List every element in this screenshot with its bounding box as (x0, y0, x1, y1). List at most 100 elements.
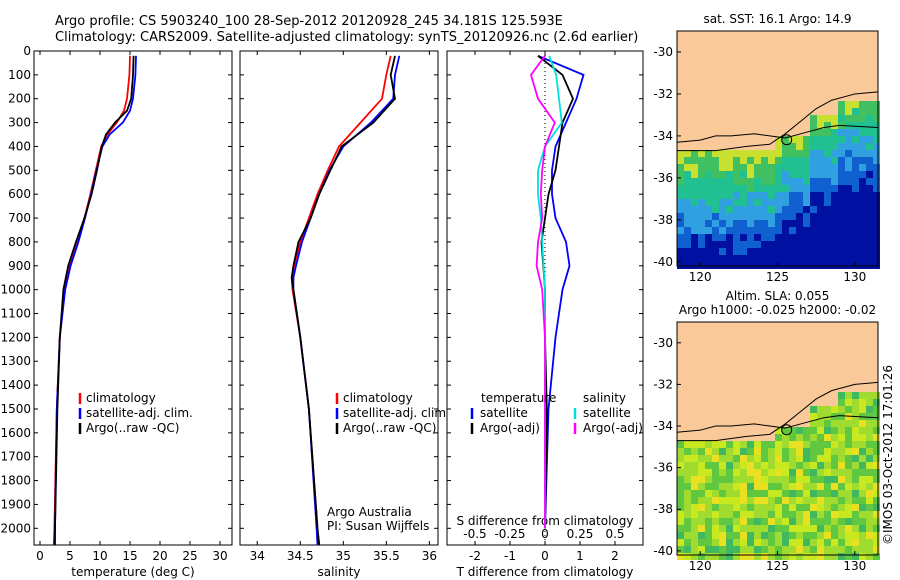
map-cell (803, 525, 810, 532)
map-cell (803, 434, 810, 441)
map-cell (866, 171, 873, 178)
map-cell (873, 227, 880, 234)
map-cell (677, 525, 684, 532)
map-cell (845, 427, 852, 434)
map-cell (796, 136, 803, 143)
map-cell (838, 185, 845, 192)
y-tick-label: -32 (653, 87, 673, 101)
map-cell (852, 455, 859, 462)
map-cell (698, 497, 705, 504)
map-cell (768, 462, 775, 469)
map-cell (796, 448, 803, 455)
map-cell (705, 150, 712, 157)
map-cell (768, 227, 775, 234)
map-cell (740, 448, 747, 455)
map-cell (803, 157, 810, 164)
map-cell (712, 206, 719, 213)
map-cell (761, 164, 768, 171)
map-title: Altim. SLA: 0.055 (726, 289, 830, 303)
map-cell (838, 434, 845, 441)
map-cell (789, 539, 796, 546)
map-cell (754, 504, 761, 511)
map-cell (733, 206, 740, 213)
map-cell (873, 185, 880, 192)
map-cell (852, 399, 859, 406)
map-cell (733, 164, 740, 171)
map-cell (712, 469, 719, 476)
map-cell (733, 490, 740, 497)
x-tick-label-salinity: 0.25 (567, 527, 594, 541)
series-line (537, 54, 585, 529)
map-cell (698, 199, 705, 206)
map-cell (712, 199, 719, 206)
map-cell (796, 255, 803, 262)
map-cell (705, 497, 712, 504)
map-cell (782, 227, 789, 234)
map-cell (866, 206, 873, 213)
map-cell (684, 150, 691, 157)
map-cell (845, 441, 852, 448)
map-cell (866, 511, 873, 518)
map-cell (866, 448, 873, 455)
map-cell (859, 255, 866, 262)
map-cell (810, 234, 817, 241)
map-cell (838, 406, 845, 413)
map-cell (838, 448, 845, 455)
map-cell (838, 420, 845, 427)
map-cell (838, 399, 845, 406)
map-cell (691, 164, 698, 171)
map-cell (845, 248, 852, 255)
map-cell (803, 504, 810, 511)
map-cell (768, 192, 775, 199)
map-cell (754, 497, 761, 504)
map-cell (810, 553, 817, 560)
map-cell (775, 469, 782, 476)
map-cell (838, 546, 845, 553)
map-cell (761, 553, 768, 560)
map-cell (705, 241, 712, 248)
map-cell (859, 220, 866, 227)
map-cell (824, 490, 831, 497)
map-cell (747, 462, 754, 469)
map-cell (684, 553, 691, 560)
map-cell (866, 441, 873, 448)
map-cell (712, 539, 719, 546)
map-cell (824, 122, 831, 129)
map-cell (831, 199, 838, 206)
map-cell (859, 427, 866, 434)
map-cell (684, 227, 691, 234)
map-cell (866, 157, 873, 164)
map-cell (859, 420, 866, 427)
map-cell (740, 185, 747, 192)
map-cell (817, 248, 824, 255)
map-cell (768, 483, 775, 490)
x-tick-label: 34 (250, 549, 265, 563)
map-cell (838, 539, 845, 546)
map-cell (677, 504, 684, 511)
map-cell (740, 455, 747, 462)
map-cell (796, 241, 803, 248)
map-cell (838, 129, 845, 136)
map-cell (789, 220, 796, 227)
map-cell (726, 546, 733, 553)
legend-title: temperature (481, 391, 556, 405)
map-cell (698, 150, 705, 157)
map-cell (677, 511, 684, 518)
map-title: sat. SST: 16.1 Argo: 14.9 (703, 12, 851, 26)
map-cell (677, 448, 684, 455)
map-cell (845, 108, 852, 115)
map-cell (705, 171, 712, 178)
map-cell (873, 213, 880, 220)
map-cell (866, 413, 873, 420)
map-cell (712, 150, 719, 157)
map-cell (761, 185, 768, 192)
map-cell (712, 462, 719, 469)
map-cell (789, 462, 796, 469)
map-cell (817, 490, 824, 497)
map-cell (810, 490, 817, 497)
map-cell (845, 539, 852, 546)
x-tick-label-salinity: -0.5 (463, 527, 486, 541)
map-cell (754, 164, 761, 171)
map-cell (698, 192, 705, 199)
map-cell (796, 490, 803, 497)
